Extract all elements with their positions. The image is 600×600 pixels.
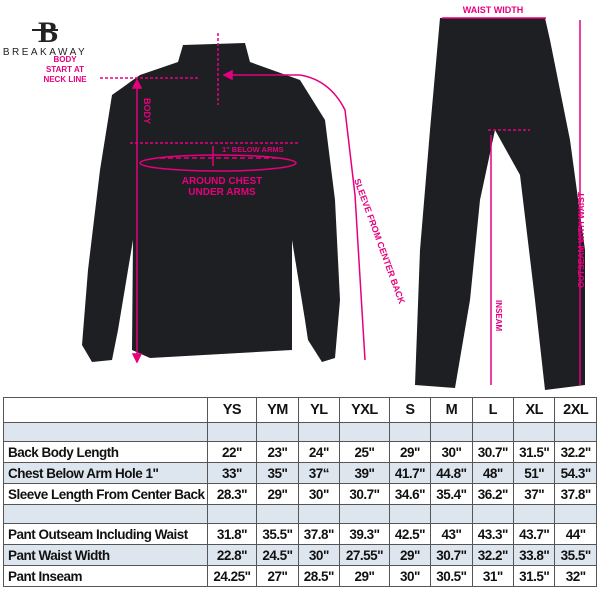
cell-value: 37“ (297, 462, 341, 484)
brand-name: BREAKAWAY (3, 47, 87, 58)
cell-value: 36.2" (471, 483, 515, 505)
cell-value: 29" (339, 565, 390, 587)
cell-value: 39" (339, 462, 390, 484)
svg-text:BODY: BODY (142, 98, 152, 124)
cell-value: 33" (206, 462, 258, 484)
cell-value: 29" (388, 544, 432, 566)
svg-text:START AT: START AT (46, 65, 84, 74)
row-label: Pant Waist Width (3, 544, 208, 566)
cell-value: 43.3" (471, 523, 515, 545)
cell-value: 28.3" (206, 483, 258, 505)
table-row: Pant Outseam Including Waist 31.8" 35.5" 37… (3, 523, 597, 545)
cell-value: 24" (297, 441, 341, 463)
cell-value: 37.8" (554, 483, 597, 505)
spacer-row (3, 422, 597, 442)
header-blank (3, 397, 208, 423)
cell-value: 31.5" (513, 565, 556, 587)
size-chart-table: YS YM YL YXL S M L XL 2XL Back Body Leng… (3, 397, 597, 587)
size-xl: XL (513, 397, 556, 423)
cell-value: 30.7" (339, 483, 390, 505)
svg-text:1" BELOW ARMS: 1" BELOW ARMS (222, 145, 284, 154)
cell-value: 22.8" (206, 544, 258, 566)
size-ym: YM (256, 397, 299, 423)
cell-value: 31" (471, 565, 515, 587)
table-row: Pant Waist Width 22.8" 24.5" 30" 27.55" 29" 30… (3, 544, 597, 566)
spacer-row (3, 504, 597, 524)
cell-value: 32.2" (554, 441, 597, 463)
pants-image (415, 18, 585, 390)
svg-text:INSEAM: INSEAM (494, 300, 503, 331)
cell-value: 30" (297, 483, 341, 505)
breakaway-logo: B BREAKAWAY (3, 16, 87, 58)
cell-value: 30.7" (430, 544, 473, 566)
cell-value: 28.5" (297, 565, 341, 587)
cell-value: 32.2" (471, 544, 515, 566)
cell-value: 27.55" (339, 544, 390, 566)
size-ys: YS (206, 397, 258, 423)
cell-value: 35.4" (430, 483, 473, 505)
jacket-image (82, 43, 340, 362)
table-row: Back Body Length 22" 23" 24" 25" 29" 30" 30.7" 3… (3, 441, 597, 463)
cell-value: 27" (256, 565, 299, 587)
size-yl: YL (297, 397, 341, 423)
cell-value: 30.7" (471, 441, 515, 463)
size-m: M (430, 397, 473, 423)
svg-text:AROUND CHEST: AROUND CHEST (182, 176, 263, 187)
table-row: Chest Below Arm Hole 1" 33" 35" 37“ 39" 41.7"… (3, 462, 597, 484)
table-row: Pant Inseam 24.25" 27" 28.5" 29" 30" 30.5" 31" 3… (3, 565, 597, 587)
cell-value: 23" (256, 441, 299, 463)
svg-text:B: B (38, 16, 58, 49)
row-label: Pant Outseam Including Waist (3, 523, 208, 545)
garment-illustration: B BREAKAWAY BODY START AT NECK LINE BODY… (3, 5, 586, 390)
svg-text:OUTSEAM WITH WAIST: OUTSEAM WITH WAIST (576, 191, 586, 288)
row-label: Back Body Length (3, 441, 208, 463)
size-s: S (388, 397, 432, 423)
cell-value: 24.5" (256, 544, 299, 566)
cell-value: 30" (388, 565, 432, 587)
cell-value: 22" (206, 441, 258, 463)
cell-value: 51" (513, 462, 556, 484)
cell-value: 32" (554, 565, 597, 587)
cell-value: 43" (430, 523, 473, 545)
cell-value: 30" (430, 441, 473, 463)
cell-value: 31.8" (206, 523, 258, 545)
cell-value: 48" (471, 462, 515, 484)
size-yxl: YXL (339, 397, 390, 423)
cell-value: 39.3" (339, 523, 390, 545)
cell-value: 30.5" (430, 565, 473, 587)
svg-text:NECK LINE: NECK LINE (43, 75, 87, 84)
cell-value: 44" (554, 523, 597, 545)
cell-value: 37" (513, 483, 556, 505)
cell-value: 35" (256, 462, 299, 484)
cell-value: 25" (339, 441, 390, 463)
svg-text:WAIST WIDTH: WAIST WIDTH (463, 5, 524, 15)
cell-value: 35.5" (256, 523, 299, 545)
row-label: Sleeve Length From Center Back (3, 483, 208, 505)
cell-value: 54.3" (554, 462, 597, 484)
row-label: Chest Below Arm Hole 1" (3, 462, 208, 484)
cell-value: 29" (388, 441, 432, 463)
cell-value: 42.5" (388, 523, 432, 545)
svg-text:BODY: BODY (53, 55, 77, 64)
cell-value: 44.8" (430, 462, 473, 484)
cell-value: 37.8" (297, 523, 341, 545)
row-label: Pant Inseam (3, 565, 208, 587)
cell-value: 24.25" (206, 565, 258, 587)
cell-value: 33.8" (513, 544, 556, 566)
cell-value: 29" (256, 483, 299, 505)
size-header-row: YS YM YL YXL S M L XL 2XL (3, 397, 597, 423)
cell-value: 34.6" (388, 483, 432, 505)
table-row: Sleeve Length From Center Back 28.3" 29" 30… (3, 483, 597, 505)
size-2xl: 2XL (554, 397, 597, 423)
svg-text:UNDER ARMS: UNDER ARMS (188, 187, 256, 198)
cell-value: 35.5" (554, 544, 597, 566)
cell-value: 31.5" (513, 441, 556, 463)
size-l: L (471, 397, 515, 423)
cell-value: 43.7" (513, 523, 556, 545)
cell-value: 30" (297, 544, 341, 566)
cell-value: 41.7" (388, 462, 432, 484)
